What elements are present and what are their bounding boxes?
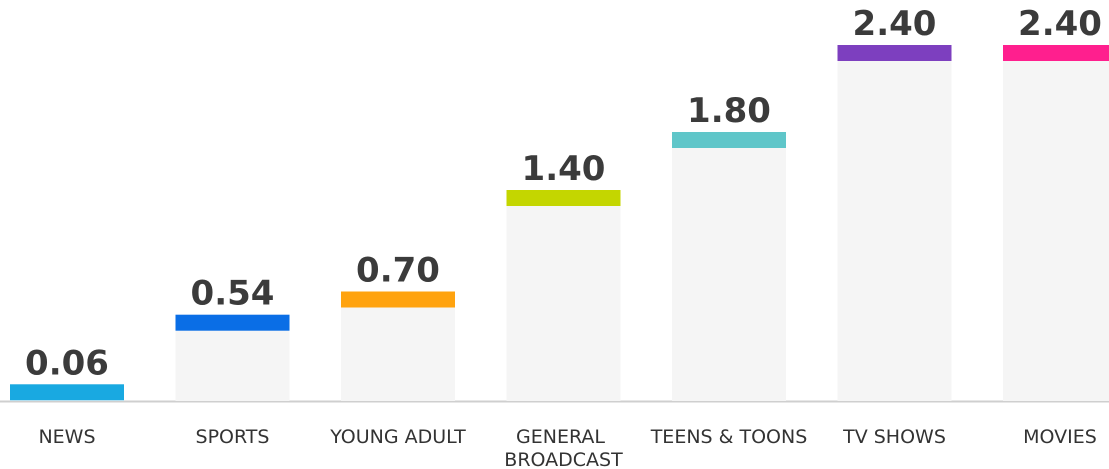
- bar: [672, 132, 786, 401]
- category-label: TEENS & TOONS: [650, 426, 808, 448]
- bar-cap: [1003, 45, 1109, 61]
- value-label: 1.80: [687, 91, 771, 131]
- value-label: 1.40: [522, 149, 606, 189]
- value-label: 0.54: [191, 274, 275, 314]
- bar-cap: [175, 314, 290, 331]
- bar: [341, 291, 455, 401]
- bar-cap: [341, 291, 455, 308]
- category-label: GENERAL BROADCAST: [504, 426, 623, 469]
- value-label: 0.70: [356, 251, 440, 291]
- value-label: 0.06: [25, 343, 109, 383]
- bar-cap: [506, 190, 621, 206]
- category-label: YOUNG ADULT: [329, 426, 466, 448]
- category-label: NEWS: [38, 426, 95, 448]
- bar-cap: [10, 384, 124, 401]
- bar: [1003, 45, 1109, 401]
- bar-cap: [837, 45, 952, 61]
- bar-cap: [672, 132, 786, 148]
- value-label: 2.40: [1018, 4, 1102, 44]
- bar: [837, 45, 952, 401]
- category-label: TV SHOWS: [842, 426, 946, 448]
- category-label: SPORTS: [196, 426, 270, 448]
- value-label: 2.40: [853, 4, 937, 44]
- category-label: MOVIES: [1023, 426, 1097, 448]
- bar: [506, 190, 621, 401]
